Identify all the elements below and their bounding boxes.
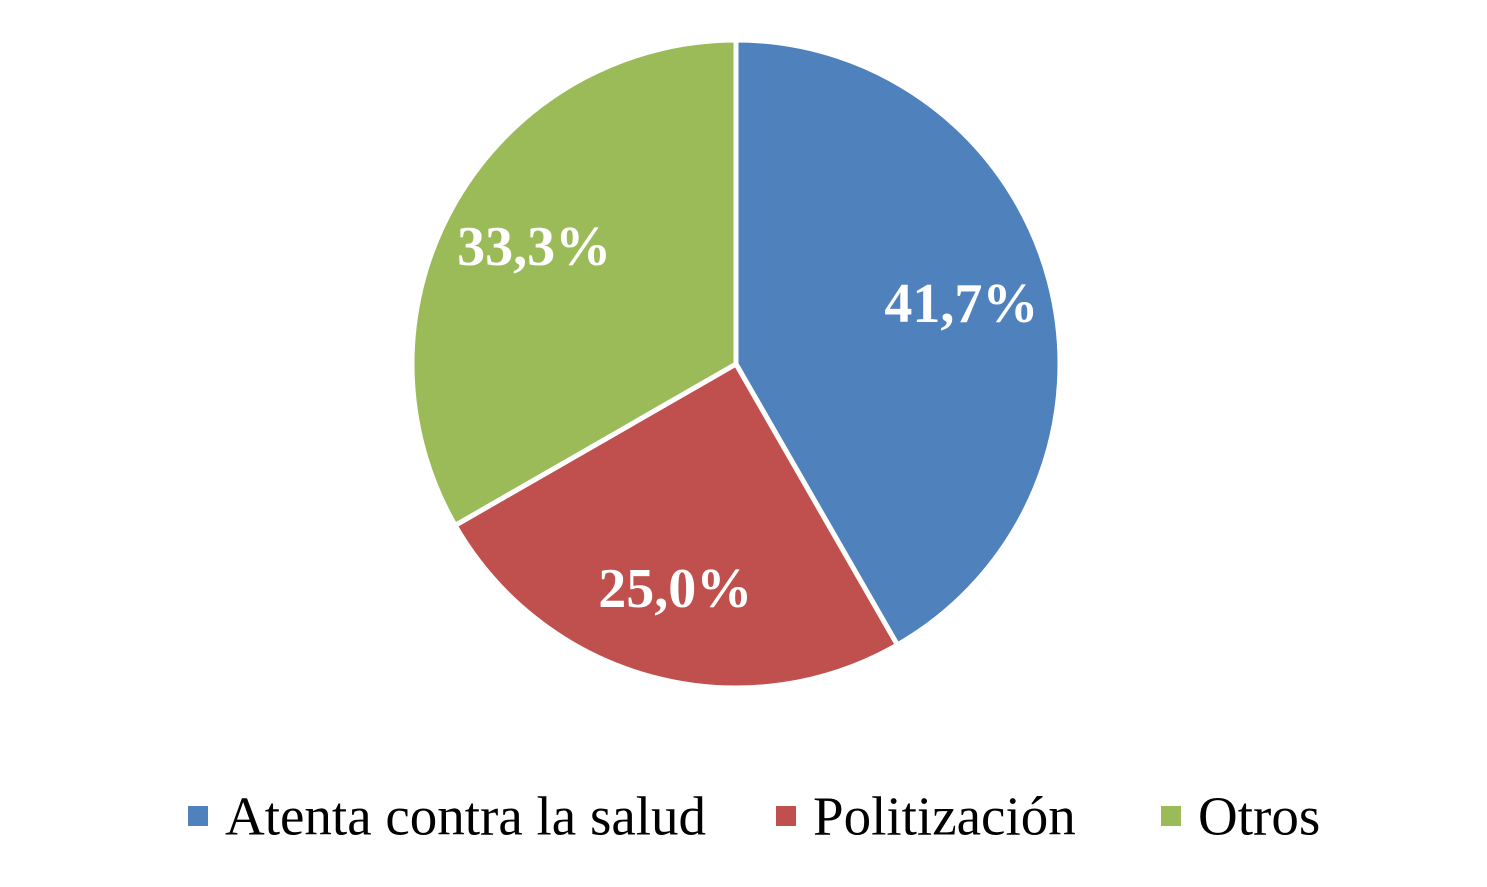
legend-marker-atenta-contra-la-salud <box>188 806 208 826</box>
data-label-atenta-contra-la-salud: 41,7% <box>884 273 1038 335</box>
pie-slices <box>409 37 1063 691</box>
data-label-otros: 33,3% <box>457 216 611 278</box>
pie-slice-otros <box>409 37 739 529</box>
legend-item-politizacion: Politización <box>776 786 1076 847</box>
legend: Atenta contra la salud Politización Otros <box>188 786 1320 847</box>
pie-data-labels: 41,7% 25,0% 33,3% <box>457 216 1038 620</box>
legend-label-otros: Otros <box>1198 786 1320 847</box>
pie-slice-politizacion <box>451 360 901 691</box>
legend-item-atenta-contra-la-salud: Atenta contra la salud <box>188 786 706 847</box>
legend-label-politizacion: Politización <box>813 786 1076 847</box>
legend-label-atenta-contra-la-salud: Atenta contra la salud <box>225 786 706 847</box>
legend-marker-politizacion <box>776 806 796 826</box>
pie-slice-atenta-contra-la-salud <box>733 37 1063 649</box>
legend-marker-otros <box>1161 806 1181 826</box>
data-label-politizacion: 25,0% <box>598 558 752 620</box>
legend-item-otros: Otros <box>1161 786 1320 847</box>
